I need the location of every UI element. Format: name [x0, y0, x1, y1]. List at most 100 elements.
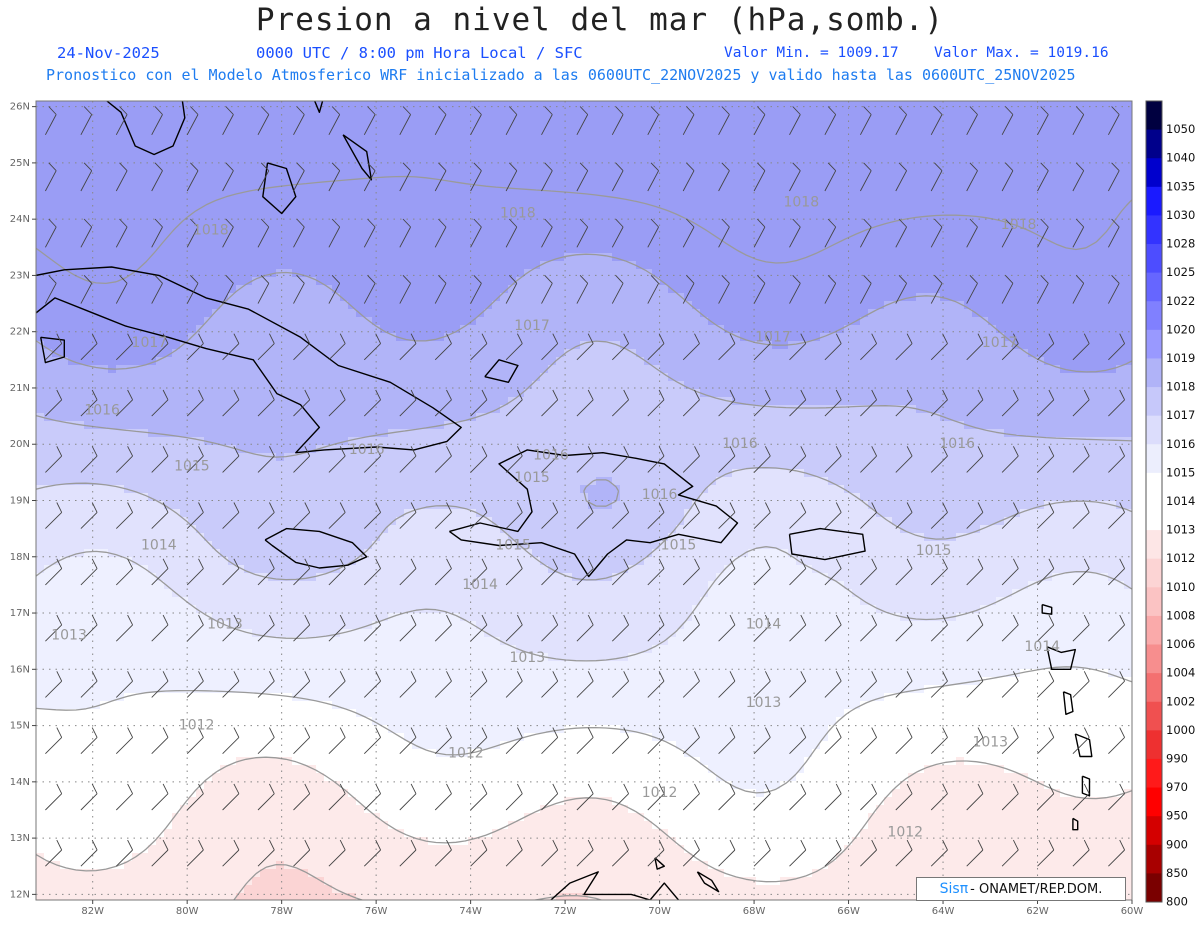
colorbar-swatch: [1146, 730, 1162, 760]
wind-barb: [45, 446, 63, 473]
lat-tick-label: 18N: [10, 552, 30, 563]
colorbar-label: 1000: [1166, 723, 1195, 737]
isobar-label: 1018: [193, 222, 229, 238]
wind-barb: [505, 446, 523, 473]
wind-barb: [434, 839, 452, 867]
wind-barb: [505, 614, 523, 642]
colorbar-label: 1010: [1166, 580, 1195, 594]
colorbar-label: 1016: [1166, 437, 1195, 451]
wind-barb: [930, 727, 948, 755]
wind-barb: [1001, 162, 1014, 192]
wind-barb: [222, 614, 240, 642]
wind-barb: [505, 783, 523, 811]
wind-barb: [115, 333, 134, 361]
isobar-label: 1018: [1001, 217, 1037, 233]
wind-barb: [1037, 727, 1055, 755]
wind-barb: [576, 218, 589, 248]
wind-barb: [505, 558, 523, 586]
wind-barb: [789, 783, 807, 811]
wind-barb: [789, 727, 807, 755]
wind-barb: [186, 502, 204, 529]
wind-barb: [824, 446, 842, 473]
wind-barb: [505, 218, 518, 248]
wind-barb: [257, 671, 275, 698]
isobar-label: 1017: [755, 329, 791, 345]
lon-tick-label: 70W: [648, 906, 671, 917]
wind-barb: [576, 162, 589, 192]
wind-barb: [45, 106, 57, 136]
wind-barb: [222, 446, 240, 473]
wind-barb: [824, 502, 842, 529]
wind-barb: [257, 558, 275, 586]
wind-barb: [966, 218, 978, 248]
wind-barb: [80, 614, 98, 642]
colorbar-swatch: [1146, 787, 1162, 817]
wind-barb: [611, 783, 630, 811]
colorbar-swatch: [1146, 244, 1162, 274]
wind-barb: [541, 333, 559, 361]
wind-barb: [789, 162, 801, 192]
wind-barb: [363, 106, 376, 136]
wind-barb: [718, 333, 736, 361]
wind-barb: [45, 671, 63, 698]
pressure-fill-layer: [36, 101, 1132, 900]
credit-org: - ONAMET/REP.DOM.: [970, 881, 1103, 897]
wind-barb: [930, 839, 948, 867]
wind-barb: [682, 162, 695, 192]
isobar-label: 1013: [509, 650, 545, 666]
wind-barb: [293, 106, 305, 136]
wind-barb: [1001, 274, 1014, 304]
wind-barb: [186, 389, 204, 417]
isobar-line: [36, 340, 1132, 507]
wind-barb: [753, 218, 766, 248]
wind-barb: [611, 558, 630, 586]
wind-barb: [895, 727, 913, 755]
wind-barb: [363, 162, 376, 192]
wind-barb: [434, 162, 447, 192]
wind-barb: [1108, 218, 1120, 248]
wind-barb: [824, 333, 842, 361]
wind-barb: [470, 727, 488, 755]
map-title: Presion a nivel del mar (hPa,somb.): [255, 2, 945, 38]
wind-barb: [1001, 839, 1019, 867]
sispi-logo: Sisπ: [939, 881, 969, 897]
wind-barb: [222, 727, 240, 755]
max-value: Valor Max. = 1019.16: [934, 45, 1109, 61]
wind-barb: [682, 106, 695, 136]
wind-barb: [151, 446, 169, 473]
isobar-label: 1013: [746, 695, 782, 711]
isobar-label: 1014: [1024, 639, 1060, 655]
wind-barb: [434, 558, 452, 586]
wind-barb: [753, 783, 771, 811]
wind-barb: [753, 389, 771, 417]
colorbar-swatch: [1146, 530, 1162, 560]
wind-barb: [753, 106, 766, 136]
isobar-label: 1013: [972, 734, 1008, 750]
wind-barb: [399, 162, 411, 192]
wind-barb: [505, 162, 518, 192]
wind-barb: [860, 106, 872, 136]
wind-barb: [541, 727, 559, 755]
wind-barb: [824, 162, 837, 192]
lon-tick-label: 78W: [270, 906, 293, 917]
wind-barb: [576, 274, 589, 304]
wind-barb: [186, 614, 204, 642]
wind-barb: [80, 218, 93, 248]
wind-barb: [328, 839, 346, 867]
forecast-date: 24-Nov-2025: [57, 44, 160, 62]
wind-barb: [505, 671, 523, 698]
wind-barb: [222, 162, 234, 192]
wind-barb: [257, 389, 275, 417]
wind-barb: [930, 106, 943, 136]
colorbar-label: 970: [1166, 780, 1188, 794]
colorbar-label: 1006: [1166, 637, 1195, 651]
isobar-label: 1016: [722, 436, 758, 452]
wind-barb: [860, 502, 878, 529]
wind-barb: [541, 671, 559, 698]
wind-barb: [1072, 274, 1085, 304]
wind-barb: [647, 558, 665, 586]
colorbar-label: 1040: [1166, 151, 1195, 165]
colorbar-swatch: [1146, 644, 1162, 674]
wind-barb: [611, 218, 624, 248]
lat-tick-label: 16N: [10, 664, 30, 675]
